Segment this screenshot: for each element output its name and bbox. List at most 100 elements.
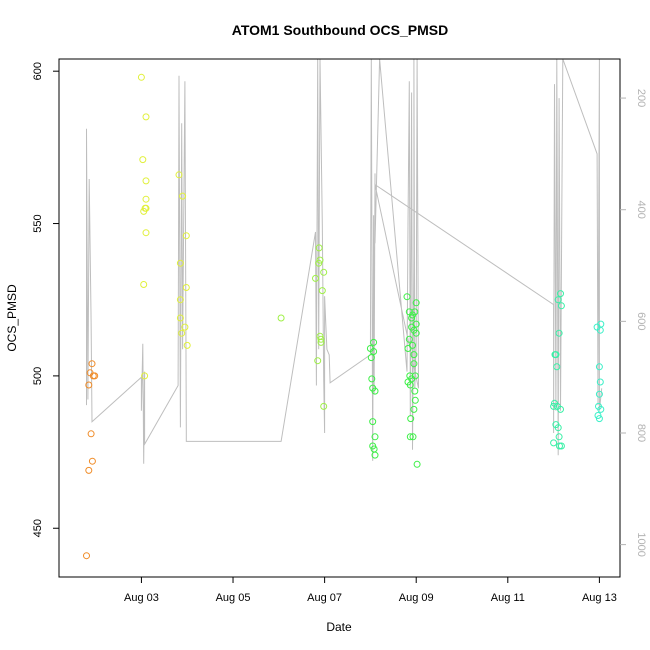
data-point	[554, 424, 562, 432]
data-point	[139, 156, 147, 164]
data-point	[314, 357, 322, 365]
y-axis-label: OCS_PMSD	[5, 284, 19, 352]
y2-axis: 200 400 600 800 1000	[620, 89, 647, 557]
data-point	[411, 308, 419, 316]
data-point	[317, 338, 325, 346]
data-point	[557, 290, 564, 298]
data-point	[403, 293, 411, 301]
data-point	[596, 378, 604, 386]
data-point	[181, 323, 189, 331]
x-axis-label: Date	[326, 620, 352, 634]
data-point	[413, 460, 421, 468]
data-point	[556, 442, 563, 450]
data-point	[550, 402, 558, 410]
x-tick-label: Aug 13	[582, 592, 617, 604]
data-point	[277, 314, 285, 322]
data-point	[142, 177, 150, 185]
y2-tick-label: 600	[635, 312, 647, 330]
data-point	[595, 363, 603, 371]
data-point	[412, 299, 420, 307]
data-point	[557, 442, 565, 450]
data-point	[552, 351, 560, 359]
data-point	[368, 375, 376, 383]
data-point	[371, 451, 379, 459]
y-tick-label: 450	[32, 519, 44, 537]
data-point	[88, 457, 96, 465]
data-point	[597, 405, 605, 413]
data-point	[371, 387, 379, 395]
data-point	[371, 433, 379, 441]
data-point	[142, 113, 150, 121]
data-point	[182, 284, 190, 291]
data-point	[142, 204, 150, 212]
data-point	[176, 296, 184, 304]
plot-frame	[58, 58, 621, 578]
x-tick-label: Aug 11	[491, 592, 525, 604]
data-point	[142, 229, 150, 237]
data-point	[555, 433, 563, 441]
data-point	[597, 320, 605, 328]
data-point	[85, 466, 93, 474]
x-axis: Aug 03 Aug 05 Aug 07 Aug 09 Aug 11 Aug 13	[124, 577, 617, 604]
data-point	[178, 329, 186, 337]
y-axis: 450 500 550 600	[32, 62, 59, 537]
data-point	[317, 335, 325, 343]
data-point	[83, 552, 90, 560]
data-point	[316, 256, 324, 264]
data-point	[407, 415, 415, 423]
data-point	[85, 381, 93, 389]
data-point	[176, 314, 184, 322]
data-point	[183, 341, 191, 349]
data-point	[312, 274, 319, 282]
altitude-track-layer	[86, 59, 603, 464]
data-point	[137, 73, 145, 81]
data-point	[412, 329, 420, 337]
data-point	[315, 244, 323, 252]
data-point	[557, 302, 565, 310]
data-point	[409, 433, 417, 441]
data-point	[410, 351, 418, 359]
data-point	[405, 335, 413, 343]
points-layer	[83, 73, 605, 560]
chart-title: ATOM1 Southbound OCS_PMSD	[232, 22, 448, 38]
data-point	[318, 287, 326, 295]
data-point	[411, 396, 419, 404]
x-tick-label: Aug 07	[307, 592, 342, 604]
data-point	[175, 171, 183, 179]
y-tick-label: 600	[32, 62, 44, 80]
data-point	[408, 314, 416, 322]
data-point	[406, 433, 414, 441]
x-tick-label: Aug 03	[124, 592, 159, 604]
data-point	[367, 354, 375, 362]
data-point	[412, 320, 420, 328]
data-point	[91, 372, 99, 380]
data-point	[176, 259, 184, 267]
data-point	[370, 338, 378, 346]
y-tick-label: 500	[32, 367, 44, 385]
altitude-track-line	[86, 59, 603, 464]
data-point	[554, 296, 562, 304]
data-point	[410, 360, 418, 368]
x-tick-label: Aug 09	[399, 592, 434, 604]
data-point	[409, 341, 416, 349]
data-point	[411, 372, 419, 380]
data-point	[179, 192, 187, 200]
data-point	[595, 390, 603, 398]
data-point	[88, 360, 96, 368]
y-tick-label: 550	[32, 214, 44, 232]
data-point	[140, 281, 148, 288]
y2-tick-label: 200	[635, 89, 647, 107]
data-point	[410, 405, 418, 413]
data-point	[369, 418, 377, 426]
x-tick-label: Aug 05	[216, 592, 251, 604]
data-point	[550, 439, 558, 447]
data-point	[557, 405, 564, 413]
plot-area	[83, 59, 605, 560]
data-point	[320, 402, 328, 410]
data-point	[595, 415, 603, 423]
y2-tick-label: 400	[635, 201, 647, 219]
data-point	[370, 348, 378, 355]
data-point	[320, 268, 328, 276]
data-point	[553, 363, 561, 371]
